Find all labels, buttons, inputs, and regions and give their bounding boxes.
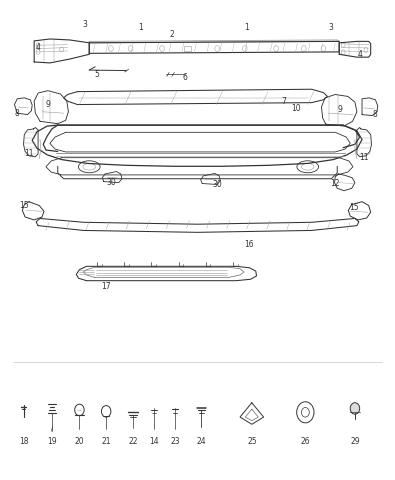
Text: 19: 19 — [47, 437, 56, 446]
Text: 16: 16 — [245, 240, 254, 249]
Text: 21: 21 — [102, 437, 111, 446]
Text: 20: 20 — [75, 437, 84, 446]
Text: 5: 5 — [95, 71, 100, 79]
Text: 1: 1 — [138, 23, 143, 32]
Text: 9: 9 — [338, 105, 342, 114]
Text: 17: 17 — [101, 282, 111, 291]
Text: 11: 11 — [359, 153, 369, 162]
Text: 3: 3 — [329, 23, 334, 32]
Text: 7: 7 — [282, 96, 286, 106]
Text: 15: 15 — [19, 201, 28, 210]
Text: 23: 23 — [170, 437, 180, 446]
Text: 26: 26 — [301, 437, 310, 446]
Text: 30: 30 — [212, 180, 222, 189]
Text: 4: 4 — [36, 43, 41, 52]
Text: 3: 3 — [83, 20, 88, 29]
Text: 18: 18 — [19, 437, 28, 446]
Text: 4: 4 — [357, 50, 362, 59]
Circle shape — [350, 403, 360, 414]
Text: 15: 15 — [349, 203, 359, 212]
Text: 22: 22 — [128, 437, 138, 446]
Text: 9: 9 — [45, 99, 51, 108]
Text: 2: 2 — [169, 30, 174, 39]
Text: 1: 1 — [245, 23, 249, 32]
Text: 6: 6 — [182, 73, 187, 82]
Text: 11: 11 — [24, 149, 34, 158]
Text: 8: 8 — [14, 108, 19, 118]
Text: 29: 29 — [350, 437, 360, 446]
Text: 10: 10 — [291, 104, 301, 113]
Text: 12: 12 — [330, 179, 339, 188]
Text: 25: 25 — [247, 437, 257, 446]
Text: 14: 14 — [149, 437, 159, 446]
Text: 8: 8 — [372, 110, 377, 119]
Text: 24: 24 — [197, 437, 206, 446]
Text: 30: 30 — [106, 178, 116, 187]
